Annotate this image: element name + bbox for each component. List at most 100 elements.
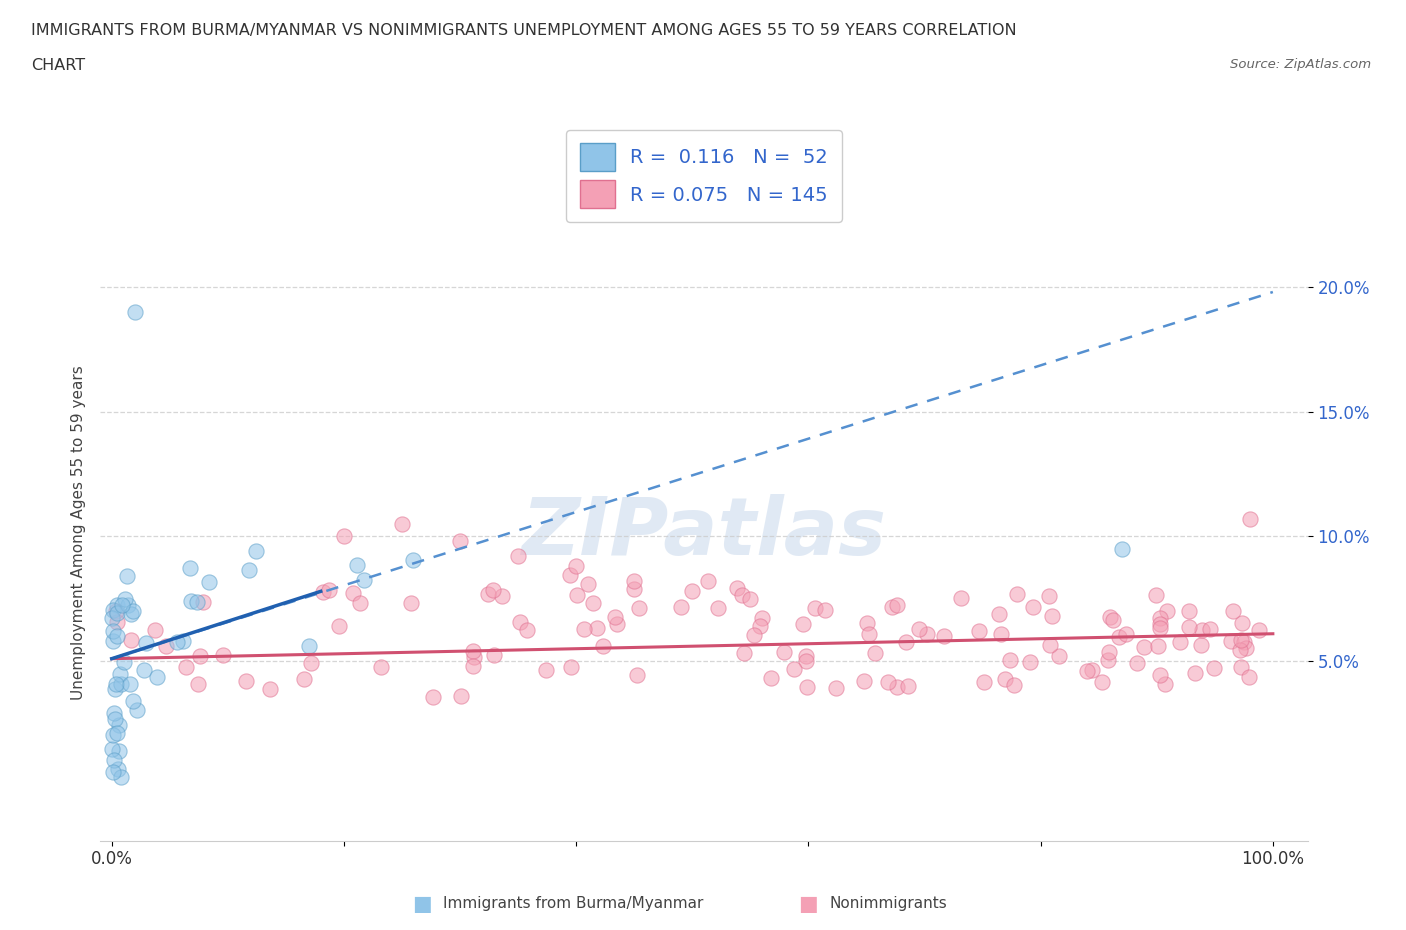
Point xyxy=(188,648,211,663)
Point xyxy=(565,559,588,574)
Point xyxy=(482,583,505,598)
Point xyxy=(707,601,730,616)
Point xyxy=(1038,588,1060,603)
Text: ZIPatlas: ZIPatlas xyxy=(522,494,886,572)
Text: IMMIGRANTS FROM BURMA/MYANMAR VS NONIMMIGRANTS UNEMPLOYMENT AMONG AGES 55 TO 59 : IMMIGRANTS FROM BURMA/MYANMAR VS NONIMMI… xyxy=(31,23,1017,38)
Point xyxy=(463,658,485,673)
Point xyxy=(174,659,197,674)
Point xyxy=(1097,652,1119,667)
Point xyxy=(792,617,814,631)
Point xyxy=(576,577,599,591)
Point xyxy=(804,600,827,615)
Point xyxy=(1076,664,1098,679)
Text: Nonimmigrants: Nonimmigrants xyxy=(830,897,948,911)
Point xyxy=(1229,643,1251,658)
Point xyxy=(349,595,371,610)
Point xyxy=(796,680,818,695)
Point xyxy=(886,597,908,612)
Point xyxy=(863,646,886,661)
Point xyxy=(509,615,531,630)
Point xyxy=(477,587,499,602)
Point xyxy=(105,726,128,741)
Point xyxy=(1098,610,1121,625)
Point xyxy=(1177,619,1199,634)
Point xyxy=(742,628,765,643)
Point xyxy=(681,584,703,599)
Point xyxy=(908,622,931,637)
Point xyxy=(1149,668,1171,683)
Point xyxy=(422,689,444,704)
Point xyxy=(1108,630,1130,644)
Point xyxy=(761,671,783,685)
Point xyxy=(292,671,315,686)
Point xyxy=(399,595,422,610)
Point xyxy=(508,549,530,564)
Point xyxy=(103,752,125,767)
Point xyxy=(592,638,614,653)
Point xyxy=(1149,616,1171,631)
Point xyxy=(1146,639,1168,654)
Point xyxy=(1229,659,1251,674)
Point xyxy=(1189,638,1212,653)
Point xyxy=(1239,670,1261,684)
Point xyxy=(122,694,145,709)
Point xyxy=(1022,600,1045,615)
Point xyxy=(318,583,340,598)
Point xyxy=(558,567,581,582)
Point xyxy=(1239,512,1261,526)
Point xyxy=(328,618,350,633)
Point xyxy=(1149,611,1171,626)
Point xyxy=(186,595,208,610)
Point xyxy=(1234,641,1257,656)
Point xyxy=(858,627,880,642)
Point xyxy=(238,563,260,578)
Point xyxy=(333,529,356,544)
Point xyxy=(733,645,755,660)
Y-axis label: Unemployment Among Ages 55 to 59 years: Unemployment Among Ages 55 to 59 years xyxy=(72,365,86,700)
Point xyxy=(824,681,846,696)
Point xyxy=(880,600,903,615)
Point xyxy=(782,661,804,676)
Point xyxy=(1040,609,1063,624)
Point xyxy=(108,667,131,682)
Point xyxy=(134,663,156,678)
Point xyxy=(1184,666,1206,681)
Point xyxy=(449,534,471,549)
Point xyxy=(166,634,188,649)
Point xyxy=(990,627,1012,642)
Point xyxy=(740,591,762,606)
Point xyxy=(1149,620,1171,635)
Point xyxy=(1178,604,1201,618)
Point xyxy=(450,688,472,703)
Text: ■: ■ xyxy=(799,894,818,914)
Text: Source: ZipAtlas.com: Source: ZipAtlas.com xyxy=(1230,58,1371,71)
Point xyxy=(121,604,143,618)
Point xyxy=(814,603,837,618)
Point xyxy=(1039,637,1062,652)
Point xyxy=(1115,626,1137,641)
Point xyxy=(994,671,1017,686)
Point xyxy=(1233,634,1256,649)
Point xyxy=(1005,586,1028,601)
Point xyxy=(582,595,605,610)
Point xyxy=(516,622,538,637)
Point xyxy=(103,727,125,742)
Point xyxy=(773,644,796,659)
Point xyxy=(155,639,177,654)
Point xyxy=(897,678,920,693)
Point xyxy=(1199,621,1222,636)
Point xyxy=(125,703,148,718)
Point xyxy=(482,648,505,663)
Point xyxy=(298,639,321,654)
Point xyxy=(1170,634,1192,649)
Point xyxy=(988,607,1011,622)
Point xyxy=(896,635,918,650)
Point xyxy=(124,304,146,319)
Point xyxy=(346,558,368,573)
Point xyxy=(876,675,898,690)
Point xyxy=(1098,644,1121,659)
Point xyxy=(463,650,485,665)
Point xyxy=(671,600,693,615)
Point xyxy=(105,597,128,612)
Point xyxy=(1102,613,1125,628)
